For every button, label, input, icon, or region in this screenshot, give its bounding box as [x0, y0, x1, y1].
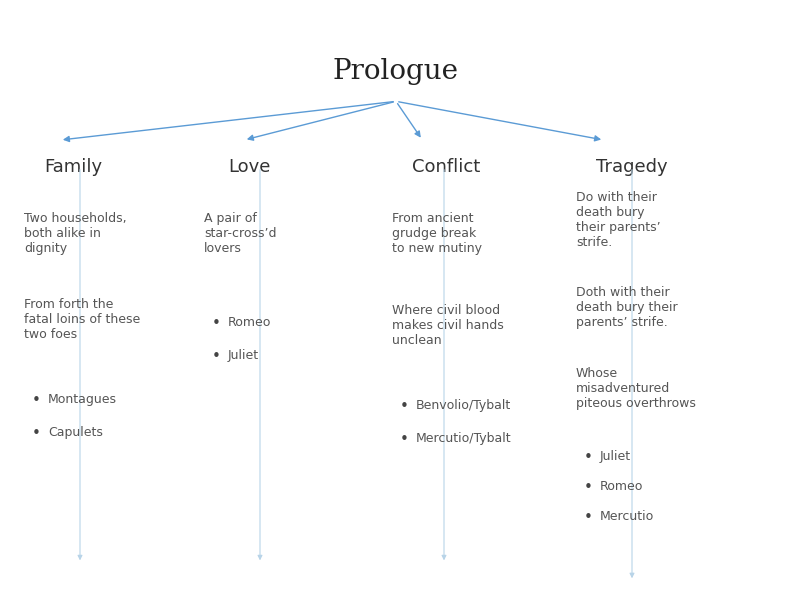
Text: Where civil blood
makes civil hands
unclean: Where civil blood makes civil hands uncl…: [392, 304, 504, 347]
Text: Mercutio/Tybalt: Mercutio/Tybalt: [416, 432, 512, 445]
Text: •: •: [32, 426, 41, 441]
Text: •: •: [212, 316, 221, 331]
Text: Tragedy: Tragedy: [596, 158, 668, 176]
Text: •: •: [32, 393, 41, 408]
Text: •: •: [400, 399, 409, 414]
Text: A pair of
star-cross’d
lovers: A pair of star-cross’d lovers: [204, 212, 277, 254]
Text: Family: Family: [44, 158, 102, 176]
Text: From ancient
grudge break
to new mutiny: From ancient grudge break to new mutiny: [392, 212, 482, 254]
Text: •: •: [400, 432, 409, 447]
Text: Doth with their
death bury their
parents’ strife.: Doth with their death bury their parents…: [576, 286, 678, 329]
Text: Mercutio: Mercutio: [600, 510, 654, 523]
Text: Montagues: Montagues: [48, 393, 117, 406]
Text: Romeo: Romeo: [228, 316, 271, 329]
Text: Benvolio/Tybalt: Benvolio/Tybalt: [416, 399, 511, 412]
Text: Whose
misadventured
piteous overthrows: Whose misadventured piteous overthrows: [576, 367, 696, 409]
Text: Romeo: Romeo: [600, 480, 643, 493]
Text: •: •: [584, 480, 593, 495]
Text: •: •: [212, 349, 221, 364]
Text: Conflict: Conflict: [412, 158, 480, 176]
Text: From forth the
fatal loins of these
two foes: From forth the fatal loins of these two …: [24, 298, 140, 341]
Text: Love: Love: [228, 158, 270, 176]
Text: Two households,
both alike in
dignity: Two households, both alike in dignity: [24, 212, 126, 254]
Text: Prologue: Prologue: [333, 58, 459, 85]
Text: Juliet: Juliet: [600, 450, 631, 463]
Text: Juliet: Juliet: [228, 349, 259, 362]
Text: •: •: [584, 510, 593, 524]
Text: Do with their
death bury
their parents’
strife.: Do with their death bury their parents’ …: [576, 191, 661, 249]
Text: •: •: [584, 450, 593, 465]
Text: Capulets: Capulets: [48, 426, 103, 439]
